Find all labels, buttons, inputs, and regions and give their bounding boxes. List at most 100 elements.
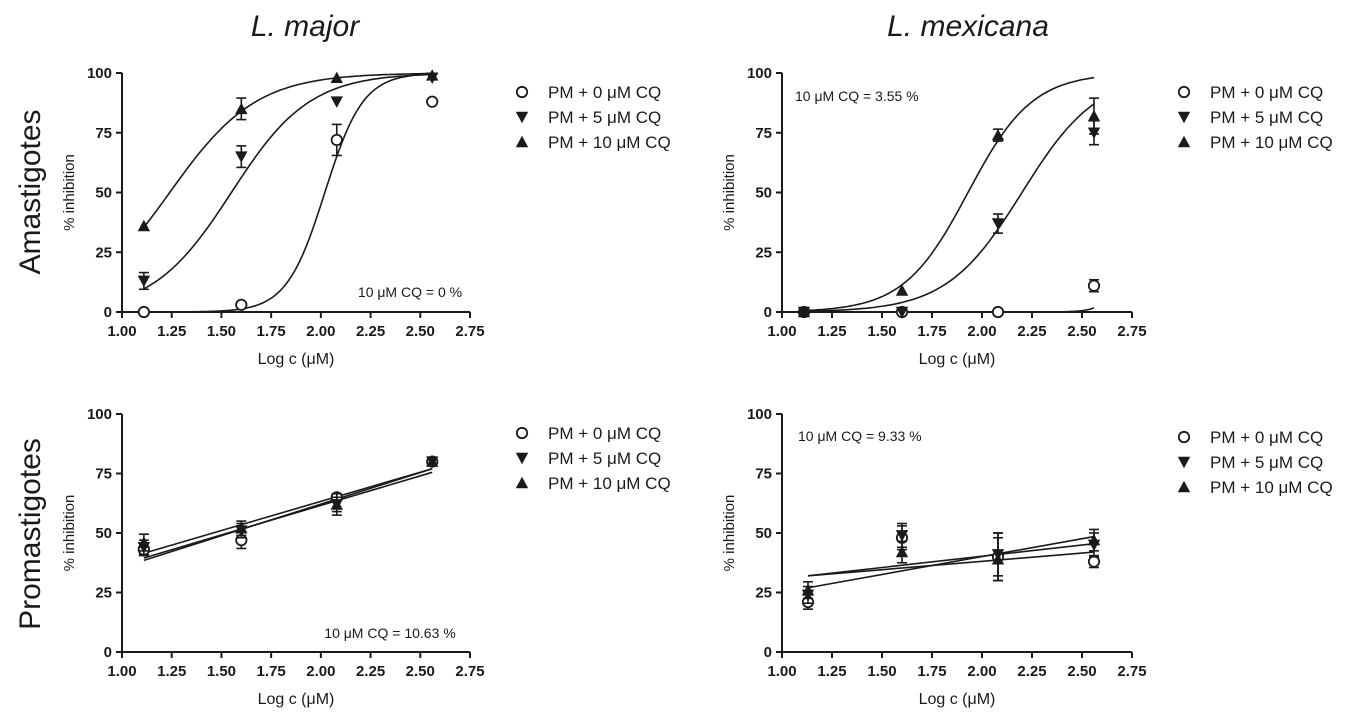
y-axis-label: % inhibition bbox=[61, 495, 78, 572]
x-tick-label: 2.00 bbox=[306, 323, 335, 340]
x-tick-label: 1.75 bbox=[257, 323, 286, 340]
fit-curve-series-1 bbox=[143, 73, 433, 313]
legend-label-series-3: PM + 10 μM CQ bbox=[1210, 133, 1333, 152]
legend-label-series-1: PM + 0 μM CQ bbox=[548, 83, 661, 102]
fit-curve-series-2 bbox=[143, 73, 433, 290]
data-point-series-3 bbox=[895, 284, 909, 296]
data-point-series-3 bbox=[426, 455, 439, 467]
legend-marker-series-3 bbox=[515, 476, 529, 489]
y-tick-label: 100 bbox=[87, 406, 112, 423]
chart-panel-1: 1.00 1.25 1.50 1.75 2.00 2.25 2.50 2.75 0 25 50 75 1… bbox=[61, 65, 671, 368]
fit-line-series-3 bbox=[807, 542, 1095, 577]
legend-marker-series-3 bbox=[1177, 135, 1191, 148]
x-tick-label: 1.75 bbox=[917, 663, 946, 680]
fit-curve-series-1 bbox=[804, 307, 1095, 313]
legend-label-series-1: PM + 0 μM CQ bbox=[1210, 428, 1323, 447]
y-tick-label: 100 bbox=[87, 65, 112, 82]
y-tick-label: 0 bbox=[764, 644, 772, 661]
x-tick-label: 1.25 bbox=[157, 663, 186, 680]
data-point-series-3 bbox=[235, 102, 248, 115]
legend-marker-series-2 bbox=[1177, 456, 1191, 469]
x-axis-label: Log c (μM) bbox=[258, 691, 335, 708]
data-point-series-1 bbox=[1087, 279, 1101, 292]
x-tick-label: 2.25 bbox=[1017, 663, 1046, 680]
x-tick-label: 1.00 bbox=[107, 663, 136, 680]
legend-label-series-1: PM + 0 μM CQ bbox=[548, 424, 661, 443]
data-point-series-3 bbox=[137, 219, 151, 232]
legend-marker-series-2 bbox=[515, 111, 529, 124]
y-tick-label: 100 bbox=[747, 406, 772, 423]
y-tick-label: 25 bbox=[755, 585, 772, 602]
x-tick-label: 2.00 bbox=[306, 663, 335, 680]
x-tick-label: 2.00 bbox=[967, 323, 996, 340]
y-tick-label: 25 bbox=[755, 244, 772, 261]
x-tick-label: 1.25 bbox=[157, 323, 186, 340]
data-point-series-2 bbox=[991, 218, 1005, 230]
y-tick-label: 25 bbox=[95, 585, 112, 602]
chart-annotation: 10 μM CQ = 0 % bbox=[358, 284, 462, 300]
column-title-l-mexicana: L. mexicana bbox=[887, 10, 1049, 43]
data-point-series-1 bbox=[235, 298, 248, 311]
legend-marker-series-3 bbox=[515, 135, 529, 148]
y-tick-label: 75 bbox=[755, 125, 772, 142]
y-tick-label: 25 bbox=[95, 244, 112, 261]
legend-label-series-2: PM + 5 μM CQ bbox=[1210, 453, 1323, 472]
x-tick-label: 1.50 bbox=[207, 663, 236, 680]
x-tick-label: 2.75 bbox=[455, 663, 484, 680]
chart-panel-3: 1.00 1.25 1.50 1.75 2.00 2.25 2.50 2.75 0 25 50 75 1… bbox=[61, 406, 671, 708]
x-tick-label: 2.25 bbox=[356, 323, 385, 340]
data-point-series-3 bbox=[797, 305, 811, 318]
x-tick-label: 1.50 bbox=[867, 663, 896, 680]
x-tick-label: 1.75 bbox=[257, 663, 286, 680]
y-tick-label: 0 bbox=[104, 304, 112, 321]
fit-line-series-2 bbox=[807, 535, 1095, 589]
data-point-series-1 bbox=[991, 305, 1005, 319]
x-tick-label: 2.50 bbox=[406, 323, 435, 340]
data-point-series-1 bbox=[1087, 555, 1101, 568]
data-point-series-3 bbox=[1087, 109, 1101, 122]
y-tick-label: 100 bbox=[747, 65, 772, 82]
chart-annotation: 10 μM CQ = 9.33 % bbox=[798, 428, 922, 444]
y-axis-label: % inhibition bbox=[721, 495, 738, 572]
fit-curve-series-3 bbox=[803, 76, 1095, 312]
y-tick-label: 75 bbox=[95, 125, 112, 142]
y-tick-label: 75 bbox=[95, 466, 112, 483]
row-title-amastigotes: Amastigotes bbox=[14, 109, 47, 274]
data-point-series-3 bbox=[895, 545, 909, 558]
fit-line-series-2 bbox=[143, 467, 433, 562]
legend-marker-series-1 bbox=[515, 85, 529, 99]
legend-label-series-3: PM + 10 μM CQ bbox=[548, 133, 671, 152]
column-title-l-major: L. major bbox=[251, 10, 360, 43]
fit-line-series-1 bbox=[807, 551, 1095, 577]
x-tick-label: 1.00 bbox=[767, 323, 796, 340]
x-tick-label: 2.75 bbox=[1117, 663, 1146, 680]
data-point-series-3 bbox=[235, 522, 248, 534]
data-point-series-3 bbox=[991, 552, 1005, 565]
legend-label-series-3: PM + 10 μM CQ bbox=[1210, 478, 1333, 497]
legend-label-series-2: PM + 5 μM CQ bbox=[548, 449, 661, 468]
y-tick-label: 50 bbox=[755, 525, 772, 542]
chart-panel-4: 1.00 1.25 1.50 1.75 2.00 2.25 2.50 2.75 0 25 50 75 1… bbox=[721, 406, 1333, 708]
y-tick-label: 50 bbox=[755, 185, 772, 202]
data-point-series-2 bbox=[895, 530, 909, 542]
x-tick-label: 1.25 bbox=[817, 323, 846, 340]
data-point-series-3 bbox=[330, 498, 343, 510]
data-point-series-2 bbox=[235, 151, 248, 163]
y-axis-label: % inhibition bbox=[61, 154, 78, 231]
x-tick-label: 2.50 bbox=[1067, 323, 1096, 340]
x-tick-label: 1.25 bbox=[817, 663, 846, 680]
chart-panel-2: 1.00 1.25 1.50 1.75 2.00 2.25 2.50 2.75 0 25 50 75 1… bbox=[721, 65, 1333, 368]
fit-curve-series-3 bbox=[143, 72, 433, 228]
legend-label-series-3: PM + 10 μM CQ bbox=[548, 474, 671, 493]
data-point-series-2 bbox=[137, 275, 151, 288]
data-point-series-3 bbox=[330, 71, 343, 84]
y-tick-label: 75 bbox=[755, 466, 772, 483]
x-tick-label: 2.50 bbox=[406, 663, 435, 680]
legend-marker-series-2 bbox=[515, 452, 529, 465]
x-axis-label: Log c (μM) bbox=[258, 351, 335, 368]
x-axis-label: Log c (μM) bbox=[919, 691, 996, 708]
legend-label-series-2: PM + 5 μM CQ bbox=[1210, 108, 1323, 127]
x-tick-label: 2.25 bbox=[1017, 323, 1046, 340]
chart-annotation: 10 μM CQ = 10.63 % bbox=[324, 625, 455, 641]
data-point-series-1 bbox=[426, 95, 439, 108]
